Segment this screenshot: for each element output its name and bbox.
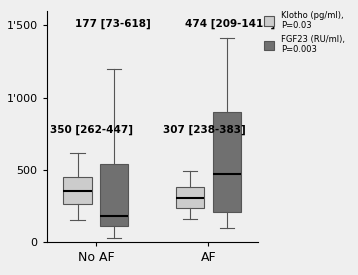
Legend: Klotho (pg/ml),
P=0.03, FGF23 (RU/ml),
P=0.003: Klotho (pg/ml), P=0.03, FGF23 (RU/ml), P… (264, 10, 345, 54)
PathPatch shape (176, 187, 204, 208)
Text: 177 [73-618]: 177 [73-618] (75, 19, 150, 29)
Text: 350 [262-447]: 350 [262-447] (50, 124, 134, 134)
Text: 474 [209-1413]: 474 [209-1413] (184, 19, 275, 29)
PathPatch shape (63, 177, 92, 204)
PathPatch shape (213, 112, 241, 212)
Text: 307 [238-383]: 307 [238-383] (163, 124, 246, 134)
PathPatch shape (100, 164, 128, 226)
